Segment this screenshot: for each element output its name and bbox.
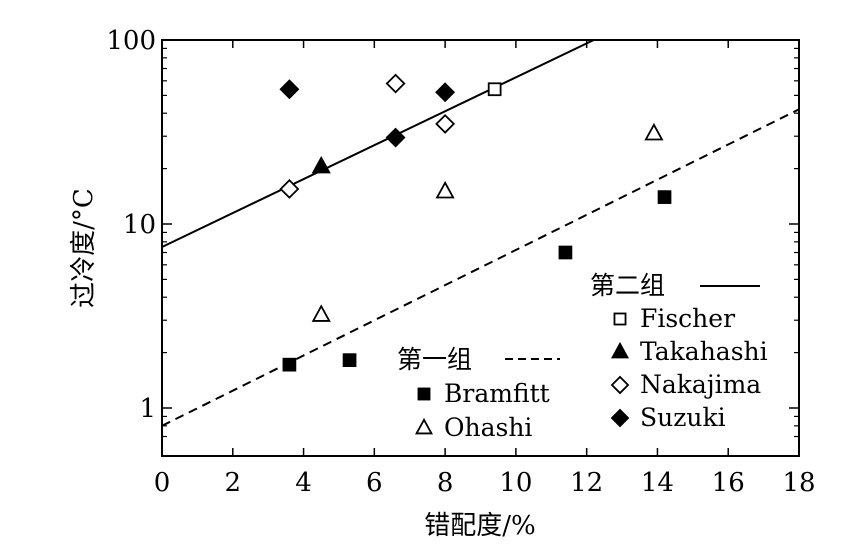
plot-frame: [161, 39, 800, 457]
legend-label-fischer: Fischer: [640, 304, 735, 333]
y-tick-label: 10: [123, 210, 156, 240]
legend-label-takahashi: Takahashi: [640, 337, 768, 366]
x-tick-label: 18: [782, 468, 815, 498]
legend-label-bramfitt: Bramfitt: [444, 379, 550, 408]
point-ohashi: [311, 304, 331, 322]
legend-label-nakajima: Nakajima: [640, 370, 761, 399]
x-tick-label: 4: [295, 468, 312, 498]
legend-label-ohashi: Ohashi: [444, 413, 532, 442]
legend-marker-nakajima: [610, 375, 630, 395]
axis-ticks: 0 2 4 6 8 10 12 14 16 18 1 10 100: [106, 26, 815, 498]
legend-marker-bramfitt: [417, 387, 431, 401]
x-tick-label: 2: [225, 468, 242, 498]
legend-marker-ohashi: [415, 417, 433, 435]
point-nakajima: [279, 179, 300, 199]
x-tick-label: 6: [366, 468, 383, 498]
legend-title-group2: 第二组: [590, 271, 665, 300]
legend: 第二组 Fischer Takahashi Nakajima Suzuki 第一组 Bram…: [397, 271, 768, 442]
fit-line-group2: [161, 39, 595, 248]
x-axis-label: 错配度/%: [424, 511, 535, 541]
point-takahashi: [311, 155, 331, 174]
point-ohashi: [435, 180, 455, 199]
point-bramfitt: [282, 357, 297, 372]
point-fischer: [487, 82, 502, 97]
x-tick-label: 8: [437, 468, 454, 498]
legend-marker-fischer: [613, 312, 627, 326]
point-nakajima: [385, 73, 406, 94]
point-nakajima: [435, 113, 456, 134]
x-tick-label: 10: [499, 468, 532, 498]
data-points: [279, 73, 672, 372]
point-suzuki: [385, 127, 406, 148]
y-axis-label: 过冷度/°C: [69, 188, 99, 308]
legend-marker-suzuki: [610, 408, 630, 428]
x-tick-label: 14: [641, 468, 674, 498]
point-ohashi: [644, 122, 664, 141]
point-bramfitt: [342, 353, 357, 367]
legend-title-group1: 第一组: [397, 345, 472, 374]
point-bramfitt: [657, 190, 672, 204]
fit-line-group1: [161, 108, 800, 427]
point-suzuki: [279, 79, 300, 100]
y-tick-label: 100: [106, 26, 156, 56]
x-tick-label: 12: [570, 468, 603, 498]
y-tick-label: 1: [139, 394, 156, 424]
fit-lines: [161, 39, 800, 427]
x-tick-label: 0: [154, 468, 171, 498]
point-bramfitt: [558, 245, 573, 260]
x-tick-label: 16: [712, 468, 745, 498]
point-suzuki: [435, 82, 456, 103]
legend-label-suzuki: Suzuki: [640, 403, 726, 432]
legend-marker-takahashi: [611, 341, 629, 359]
